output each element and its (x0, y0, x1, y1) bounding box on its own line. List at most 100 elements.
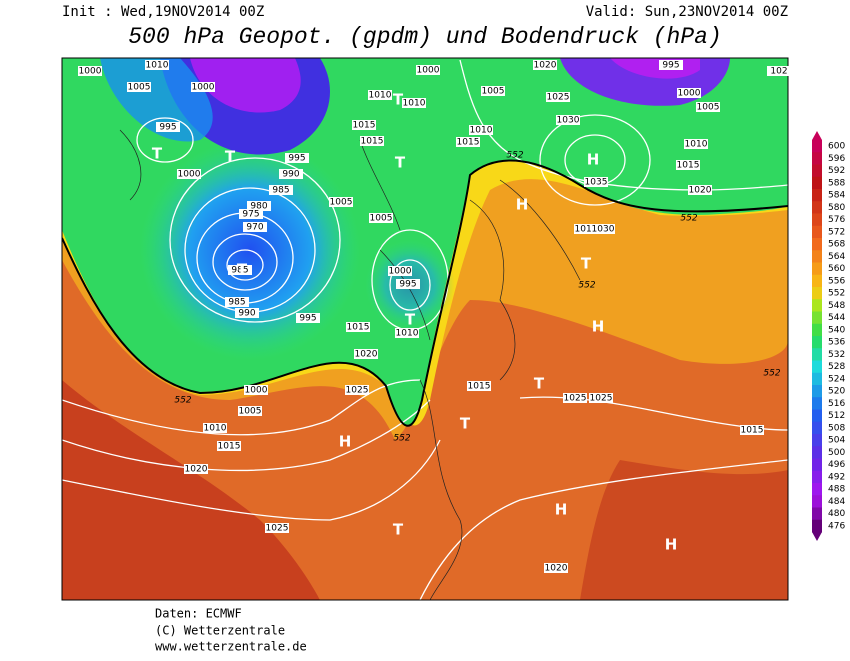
isobar-label: 1010 (403, 99, 426, 109)
isobar-label-bg (659, 60, 683, 70)
isobar-label-bg (244, 385, 268, 395)
isobar-label: 1015 (361, 137, 384, 147)
isobar-label-bg (688, 185, 712, 195)
isobar-label: 1005 (239, 407, 262, 417)
isobar-label-bg (684, 139, 708, 149)
legend-swatch (812, 250, 822, 263)
legend-label: 544 (828, 313, 845, 323)
isobar-label-bg (591, 224, 615, 234)
isobar-label: 1010 (369, 91, 392, 101)
legend-swatch (812, 348, 822, 361)
legend-label: 488 (828, 485, 845, 495)
isobar-label-bg (329, 197, 353, 207)
isobar-label: 1020 (689, 186, 712, 196)
isobar-label: 1015 (457, 138, 480, 148)
isobar-label: 1000 (678, 89, 701, 99)
legend-label: 564 (828, 252, 845, 262)
isobar-label-bg (225, 297, 249, 307)
isobar-label: 995 (288, 154, 305, 164)
isobar-label: 1020 (534, 61, 557, 71)
pressure-center: T (534, 375, 545, 393)
height-label: 552 (506, 151, 523, 161)
isobar-label-bg (740, 425, 764, 435)
legend-swatch (812, 164, 822, 178)
isobar-label: 1015 (353, 121, 376, 131)
legend-swatch (812, 152, 822, 165)
legend-label: 500 (828, 448, 845, 458)
legend-swatch (812, 213, 822, 227)
isobar-label-bg (388, 266, 412, 276)
legend-label: 492 (828, 472, 845, 482)
legend-label: 584 (828, 191, 845, 201)
legend-swatch (812, 274, 822, 288)
legend-label: 560 (828, 264, 845, 274)
legend-swatch (812, 483, 822, 496)
legend-label: 532 (828, 350, 845, 360)
legend-swatch (812, 299, 822, 312)
isobar-label: 102 (770, 67, 787, 77)
legend-label: 580 (828, 203, 845, 213)
isobar-label-bg (546, 92, 570, 102)
isobar-label-bg (127, 82, 151, 92)
legend-label: 504 (828, 436, 845, 446)
legend-swatch (812, 397, 822, 410)
isobar-label: 1005 (128, 83, 151, 93)
pressure-center: T (393, 91, 404, 109)
legend-label: 600 (828, 142, 845, 152)
isobar-label: 990 (282, 170, 299, 180)
isobar-label: 1025 (266, 524, 289, 534)
pressure-center: H (587, 151, 600, 169)
legend-label: 508 (828, 423, 845, 433)
legend-swatch (812, 372, 822, 386)
isobar-label-bg (368, 90, 392, 100)
legend-label: 484 (828, 497, 845, 507)
website: www.wetterzentrale.de (155, 640, 307, 654)
isobar-label-bg (228, 265, 252, 275)
isobar-label: 970 (246, 223, 263, 233)
legend-swatch (812, 238, 822, 251)
isobar-label-bg (156, 122, 180, 132)
legend-label: 536 (828, 338, 845, 348)
isobar-label: 1010 (470, 126, 493, 136)
isobar-label-bg (395, 328, 419, 338)
isobar-label-bg (296, 313, 320, 323)
isobar-label: 990 (238, 309, 255, 319)
isobar-label: 1015 (468, 382, 491, 392)
legend-label: 588 (828, 178, 845, 188)
isobar-label-bg (467, 381, 491, 391)
isobar-label-bg (265, 523, 289, 533)
legend-label: 528 (828, 362, 845, 372)
legend-swatch (812, 409, 822, 423)
init-time: Init : Wed,19NOV2014 00Z (62, 4, 264, 20)
map-frame (61, 57, 789, 601)
isobar-label-bg (589, 393, 613, 403)
isobar-label-bg (354, 349, 378, 359)
pressure-center: T (395, 154, 406, 172)
isobar-label-bg (416, 65, 440, 75)
isobar-label: 995 (159, 123, 176, 133)
isobar-label: 995 (662, 61, 679, 71)
isobar-label: 1015 (677, 161, 700, 171)
pressure-center: H (665, 536, 678, 554)
legend-swatch (812, 507, 822, 521)
legend-label: 592 (828, 166, 845, 176)
pressure-center: T (460, 415, 471, 433)
isobar-label: 1010 (685, 140, 708, 150)
legend-swatch (812, 470, 822, 484)
isobar-label-bg (243, 222, 267, 232)
isobar-label-bg (78, 66, 102, 76)
isobar-label: 1005 (370, 214, 393, 224)
pressure-center: H (516, 196, 529, 214)
legend-label: 572 (828, 227, 845, 237)
legend-label: 520 (828, 387, 845, 397)
isobar-label: 1000 (389, 267, 412, 277)
legend-swatch (812, 434, 822, 447)
legend-label: 568 (828, 240, 845, 250)
isobar-label-bg (279, 169, 303, 179)
isobar-label-bg (352, 120, 376, 130)
isobar-label: 1025 (590, 394, 613, 404)
map-title: 500 hPa Geopot. (gpdm) und Bodendruck (h… (128, 24, 722, 50)
isobar-label: 975 (242, 210, 259, 220)
valid-time: Valid: Sun,23NOV2014 00Z (586, 4, 788, 20)
